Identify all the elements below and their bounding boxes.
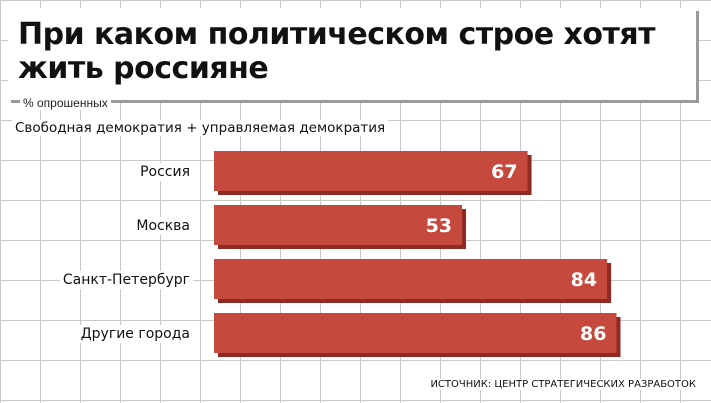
category-label: Москва [136,218,190,234]
category-label: Россия [140,164,190,180]
unit-note: % опрошенных [20,96,111,110]
value-label: 86 [580,323,606,345]
chart-title: При каком политическом строе хотят жить … [18,17,656,86]
category-label-bg [137,163,193,181]
value-label: 67 [491,161,517,183]
category-label: Другие города [81,326,190,342]
category-label-bg [59,271,193,289]
bar [214,205,463,245]
value-label: 84 [571,269,597,291]
category-label-bg [77,325,193,343]
bar [214,313,617,353]
category-label: Санкт-Петербург [63,272,190,288]
bar [214,259,608,299]
title-box: При каком политическом строе хотят жить … [8,8,696,100]
bar [214,151,528,191]
value-label: 53 [426,215,452,237]
category-label-bg [133,217,193,235]
source-note: ИСТОЧНИК: ЦЕНТР СТРАТЕГИЧЕСКИХ РАЗРАБОТО… [427,379,699,390]
chart-subtitle: Свободная демократия + управляемая демок… [12,120,389,136]
